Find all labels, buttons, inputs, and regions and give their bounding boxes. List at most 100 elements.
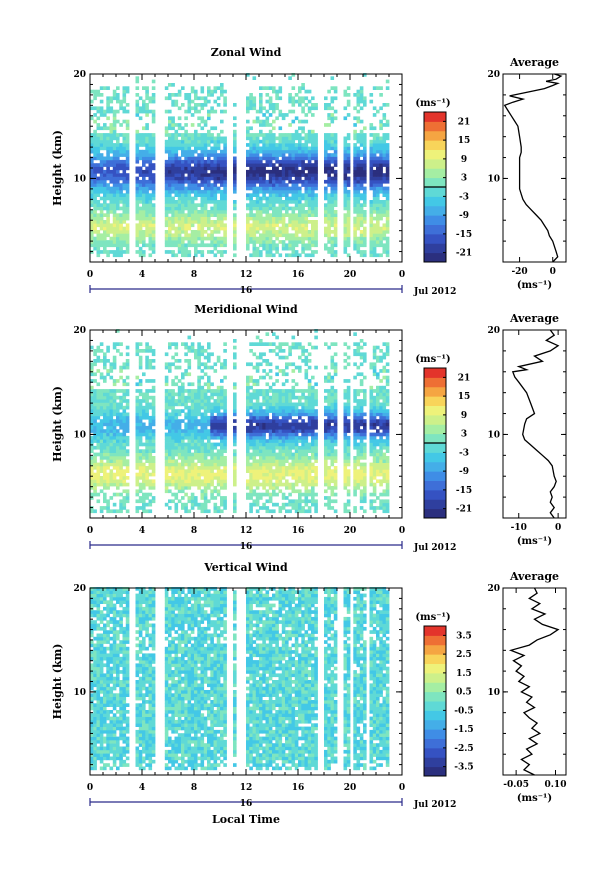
heatmap-cell xyxy=(99,349,104,353)
heatmap-cell xyxy=(268,425,273,430)
heatmap-cell xyxy=(220,415,224,420)
heatmap-cell xyxy=(151,409,156,413)
heatmap-cell xyxy=(112,116,117,121)
heatmap-cell xyxy=(324,179,328,184)
heatmap-cell xyxy=(301,129,305,134)
heatmap-cell xyxy=(119,193,123,197)
heatmap-cell xyxy=(184,422,188,427)
heatmap-cell xyxy=(171,213,175,217)
heatmap-cell xyxy=(116,183,120,187)
heatmap-cell xyxy=(356,133,361,137)
heatmap-cell xyxy=(200,489,205,494)
heatmap-cell xyxy=(190,200,195,204)
heatmap-cell xyxy=(330,213,335,217)
heatmap-cell xyxy=(122,99,127,104)
heatmap-cell xyxy=(369,169,374,174)
heatmap-cell xyxy=(177,435,182,440)
heatmap-cell xyxy=(145,342,149,346)
heatmap-cell xyxy=(135,183,140,187)
heatmap-cell xyxy=(382,210,387,214)
heatmap-cell xyxy=(285,169,289,174)
heatmap-cell xyxy=(262,223,266,228)
heatmap-cell xyxy=(249,425,253,430)
heatmap-cell xyxy=(285,405,289,410)
heatmap-cell xyxy=(372,250,377,254)
heatmap-cell xyxy=(369,206,374,211)
heatmap-cell xyxy=(151,456,156,460)
heatmap-cell xyxy=(116,226,120,231)
heatmap-cell xyxy=(285,203,289,207)
heatmap-cell xyxy=(385,200,390,204)
heatmap-cell xyxy=(194,395,198,400)
heatmap-cell xyxy=(291,243,296,248)
heatmap-cell xyxy=(177,472,182,477)
heatmap-cell xyxy=(353,243,357,248)
heatmap-cell xyxy=(272,183,276,187)
heatmap-cell xyxy=(181,246,185,251)
heatmap-cell xyxy=(90,136,94,141)
heatmap-cell xyxy=(252,173,257,177)
heatmap-cell xyxy=(252,169,257,174)
heatmap-cell xyxy=(171,176,175,181)
heatmap-cell xyxy=(252,429,257,433)
heatmap-cell xyxy=(223,409,227,413)
heatmap-cell xyxy=(151,419,156,423)
heatmap-cell xyxy=(311,166,315,171)
heatmap-cell xyxy=(314,230,318,234)
heatmap-cell xyxy=(93,96,97,101)
heatmap-cell xyxy=(99,223,104,228)
heatmap-cell xyxy=(382,236,387,241)
heatmap-cell xyxy=(96,359,101,363)
heatmap-cell xyxy=(109,442,114,447)
heatmap-cell xyxy=(177,220,182,224)
heatmap-cell xyxy=(125,449,130,453)
heatmap-cell xyxy=(268,200,273,204)
heatmap-cell xyxy=(255,392,260,397)
heatmap-cell xyxy=(259,200,263,204)
heatmap-cell xyxy=(333,240,338,244)
heatmap-cell xyxy=(125,89,130,94)
heatmap-cell xyxy=(385,196,390,201)
heatmap-cell xyxy=(213,196,218,201)
heatmap-cell xyxy=(268,230,273,234)
heatmap-cell xyxy=(285,223,289,228)
heatmap-cell xyxy=(135,200,140,204)
heatmap-cell xyxy=(272,126,276,131)
heatmap-cell xyxy=(187,213,192,217)
heatmap-cell xyxy=(125,200,130,204)
heatmap-cell xyxy=(125,159,130,164)
heatmap-cell xyxy=(93,405,97,410)
heatmap-cell xyxy=(171,392,175,397)
heatmap-cell xyxy=(96,236,101,241)
heatmap-cell xyxy=(278,126,283,131)
heatmap-cell xyxy=(262,425,266,430)
heatmap-cell xyxy=(246,143,250,147)
heatmap-cell xyxy=(255,335,260,340)
heatmap-cell xyxy=(125,126,130,131)
heatmap-cell xyxy=(174,169,179,174)
heatmap-cell xyxy=(255,200,260,204)
heatmap-cell xyxy=(194,419,198,423)
heatmap-cell xyxy=(363,126,367,131)
heatmap-cell xyxy=(197,203,201,207)
heatmap-cell xyxy=(301,240,305,244)
heatmap-cell xyxy=(119,159,123,164)
heatmap-cell xyxy=(103,422,107,427)
heatmap-cell xyxy=(116,136,120,141)
heatmap-cell xyxy=(119,196,123,201)
heatmap-cell xyxy=(249,96,253,101)
heatmap-cell xyxy=(142,153,146,157)
heatmap-cell xyxy=(298,173,302,177)
heatmap-cell xyxy=(252,395,257,400)
heatmap-cell xyxy=(187,210,192,214)
heatmap-cell xyxy=(109,459,114,463)
heatmap-cell xyxy=(181,506,185,510)
heatmap-cell xyxy=(272,342,276,346)
heatmap-cell xyxy=(272,103,276,107)
heatmap-cell xyxy=(376,183,380,187)
heatmap-cell xyxy=(333,186,338,191)
heatmap-cell xyxy=(125,382,130,387)
heatmap-cell xyxy=(220,445,224,450)
heatmap-cell xyxy=(138,193,143,197)
